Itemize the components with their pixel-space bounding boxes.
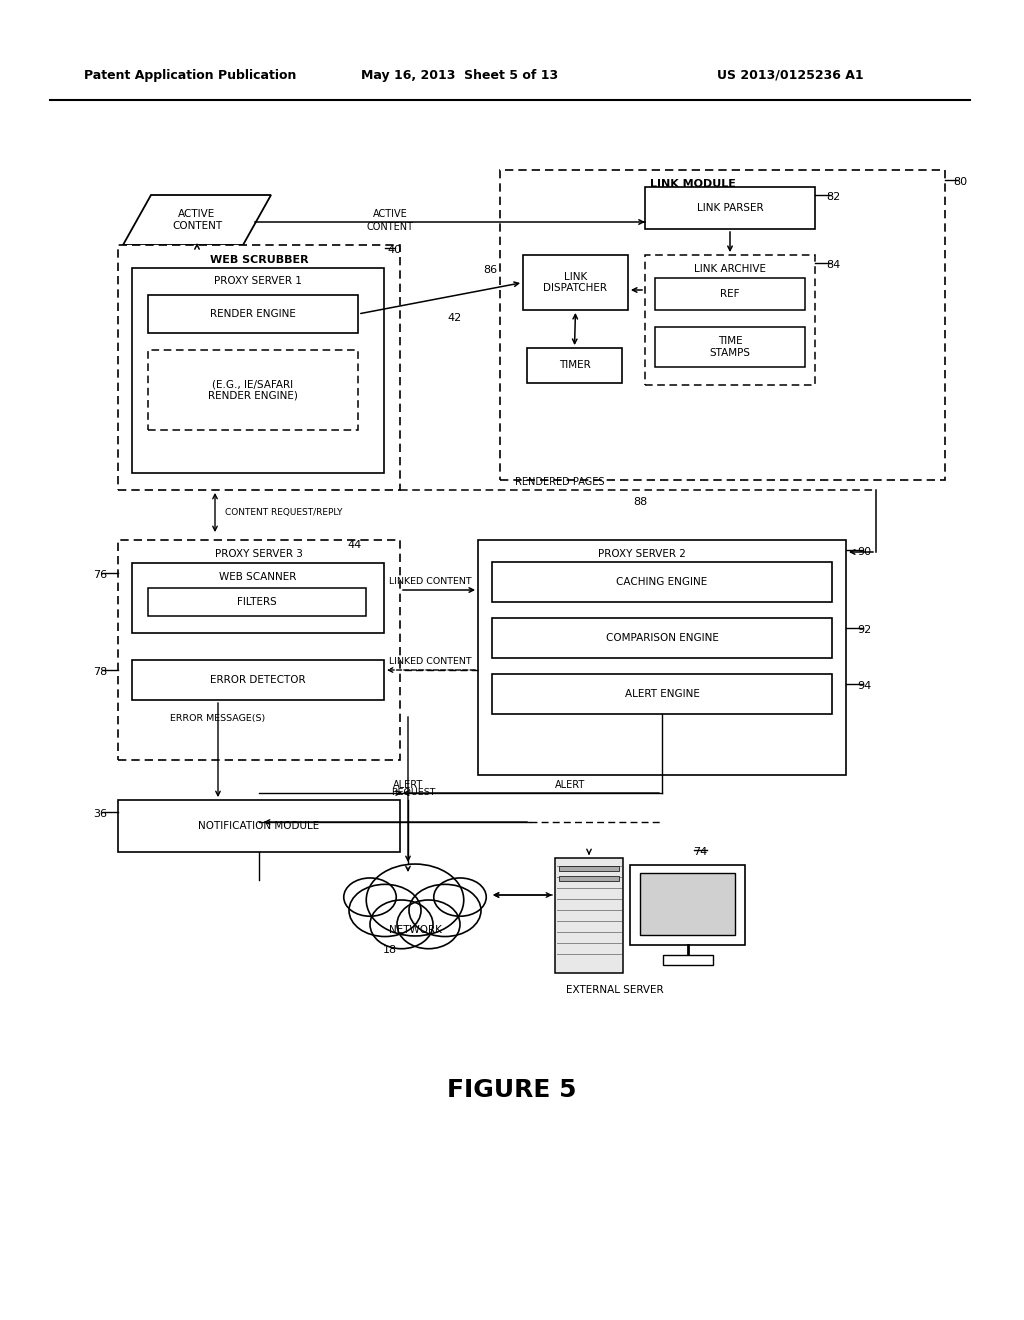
Ellipse shape (370, 900, 433, 949)
Text: 76: 76 (93, 570, 108, 579)
Text: NETWORK: NETWORK (388, 925, 441, 935)
Bar (559, 876, 618, 880)
Text: TIMER: TIMER (559, 360, 591, 371)
Text: Patent Application Publication: Patent Application Publication (84, 69, 296, 82)
Text: RENDER ENGINE: RENDER ENGINE (210, 309, 296, 319)
Text: LINK ARCHIVE: LINK ARCHIVE (694, 264, 766, 275)
Text: CACHING ENGINE: CACHING ENGINE (616, 577, 708, 587)
Text: FILTERS: FILTERS (238, 597, 276, 607)
Text: WEB SCRUBBER: WEB SCRUBBER (210, 255, 308, 265)
Bar (559, 866, 618, 871)
Bar (478, 540, 846, 775)
Text: LINK PARSER: LINK PARSER (696, 203, 763, 213)
Text: LINK
DISPATCHER: LINK DISPATCHER (544, 272, 607, 293)
Text: ACTIVE: ACTIVE (373, 209, 408, 219)
Text: 92: 92 (857, 624, 871, 635)
Text: LINKED CONTENT: LINKED CONTENT (389, 657, 471, 667)
Text: ALERT ENGINE: ALERT ENGINE (625, 689, 699, 700)
Bar (118, 246, 400, 490)
Text: REF: REF (720, 289, 739, 300)
Text: CONTENT REQUEST/REPLY: CONTENT REQUEST/REPLY (225, 507, 342, 516)
Text: ACTIVE
CONTENT: ACTIVE CONTENT (172, 209, 222, 231)
Text: 36: 36 (93, 809, 106, 818)
Text: 94: 94 (857, 681, 871, 690)
Ellipse shape (434, 878, 486, 916)
Bar (655, 327, 805, 367)
Polygon shape (123, 195, 271, 246)
Text: FIGURE 5: FIGURE 5 (447, 1078, 577, 1102)
Bar (500, 170, 945, 480)
Bar (645, 187, 815, 228)
Bar (132, 660, 384, 700)
Ellipse shape (344, 878, 396, 916)
Text: WEB SCANNER: WEB SCANNER (219, 572, 297, 582)
Text: LINK MODULE: LINK MODULE (649, 180, 735, 189)
Bar (148, 587, 366, 616)
Text: May 16, 2013  Sheet 5 of 13: May 16, 2013 Sheet 5 of 13 (361, 69, 558, 82)
Text: ALERT: ALERT (393, 780, 423, 789)
Bar (118, 540, 400, 760)
Ellipse shape (349, 884, 421, 937)
Bar (523, 255, 628, 310)
Text: 90: 90 (857, 546, 871, 557)
Text: 42: 42 (447, 313, 462, 323)
Text: 82: 82 (826, 191, 840, 202)
Text: REQUEST: REQUEST (391, 788, 435, 797)
Bar (640, 873, 735, 935)
Bar (148, 350, 358, 430)
Bar (132, 564, 384, 634)
Bar (555, 858, 623, 973)
Text: 84: 84 (826, 260, 840, 271)
Text: 88: 88 (633, 498, 647, 507)
Text: 74: 74 (693, 847, 708, 857)
Bar (663, 954, 713, 965)
Bar (132, 268, 384, 473)
Bar (645, 255, 815, 385)
Text: 44: 44 (348, 540, 362, 550)
Text: RENDERED PAGES: RENDERED PAGES (515, 477, 605, 487)
Bar (118, 800, 400, 851)
Text: 18: 18 (383, 945, 397, 954)
Bar (148, 294, 358, 333)
Text: 78: 78 (93, 667, 108, 677)
Text: LINKED CONTENT: LINKED CONTENT (389, 578, 471, 586)
Ellipse shape (367, 865, 464, 936)
Bar (492, 675, 831, 714)
Text: ERROR DETECTOR: ERROR DETECTOR (210, 675, 306, 685)
Text: ALERT: ALERT (555, 780, 585, 789)
Bar (630, 865, 745, 945)
Ellipse shape (397, 900, 460, 949)
Bar (492, 562, 831, 602)
Bar (492, 618, 831, 657)
Ellipse shape (409, 884, 481, 937)
Text: US 2013/0125236 A1: US 2013/0125236 A1 (717, 69, 863, 82)
Text: CONTENT: CONTENT (367, 222, 414, 232)
Bar (655, 279, 805, 310)
Text: EXTERNAL SERVER: EXTERNAL SERVER (566, 985, 664, 995)
Text: PROXY SERVER 1: PROXY SERVER 1 (214, 276, 302, 286)
Text: 80: 80 (953, 177, 967, 187)
Text: NOTIFICATION MODULE: NOTIFICATION MODULE (199, 821, 319, 832)
Text: 86: 86 (483, 265, 497, 275)
Text: PROXY SERVER 2: PROXY SERVER 2 (598, 549, 686, 558)
Text: ERROR MESSAGE(S): ERROR MESSAGE(S) (170, 714, 265, 722)
Text: COMPARISON ENGINE: COMPARISON ENGINE (605, 634, 719, 643)
Text: PROXY SERVER 3: PROXY SERVER 3 (215, 549, 303, 558)
Text: 40: 40 (388, 246, 402, 255)
Text: (E.G., IE/SAFARI
RENDER ENGINE): (E.G., IE/SAFARI RENDER ENGINE) (208, 379, 298, 401)
Text: TIME
STAMPS: TIME STAMPS (710, 337, 751, 358)
Bar (527, 348, 622, 383)
